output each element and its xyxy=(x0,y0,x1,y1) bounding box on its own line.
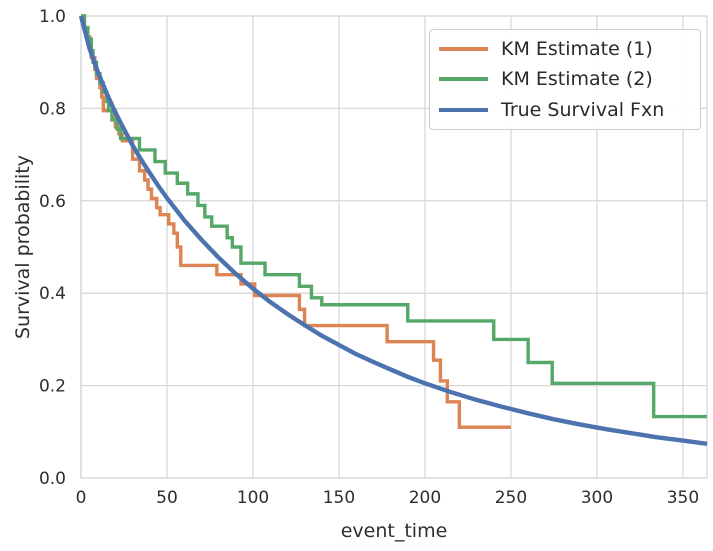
x-tick-label: 150 xyxy=(323,488,355,508)
legend-item-km-estimate-2: KM Estimate (2) xyxy=(436,68,694,90)
x-axis-title: event_time xyxy=(340,520,448,542)
y-tick-label: 0.6 xyxy=(39,192,66,212)
x-tick-label: 100 xyxy=(237,488,269,508)
y-tick-label: 0.8 xyxy=(39,99,66,119)
legend-label-km2: KM Estimate (2) xyxy=(501,68,653,91)
legend-item-km-estimate-1: KM Estimate (1) xyxy=(436,38,694,60)
x-tick-label: 50 xyxy=(156,488,178,508)
x-tick-label: 250 xyxy=(495,488,527,508)
legend-label-km1: KM Estimate (1) xyxy=(501,38,653,61)
legend-item-true-survival: True Survival Fxn xyxy=(436,99,694,121)
legend-line-sample-true-icon xyxy=(439,107,488,112)
y-tick-label: 0.2 xyxy=(39,377,66,397)
x-tick-label: 300 xyxy=(581,488,613,508)
plot-border xyxy=(80,15,708,479)
y-axis-title: Survival probability xyxy=(12,154,34,340)
x-tick-label: 0 xyxy=(76,488,87,508)
x-tick-label: 200 xyxy=(409,488,441,508)
legend: KM Estimate (1) KM Estimate (2) True Sur… xyxy=(429,29,701,130)
y-tick-label: 1.0 xyxy=(39,7,66,27)
legend-line-sample-km1-icon xyxy=(439,47,488,52)
legend-label-true-survival: True Survival Fxn xyxy=(501,98,665,121)
legend-line-sample-km2-icon xyxy=(439,77,488,82)
y-tick-label: 0.4 xyxy=(39,284,66,304)
y-tick-label: 0.0 xyxy=(39,469,66,489)
true-survival-fxn-curve xyxy=(78,15,708,446)
x-tick-label: 350 xyxy=(667,488,699,508)
